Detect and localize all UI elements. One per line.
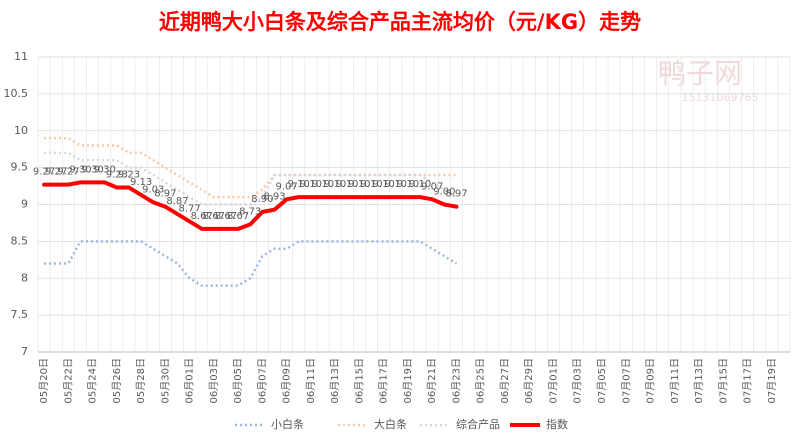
data-label: 9.10 [300,179,322,190]
x-tick-label: 06月13日 [329,358,341,403]
data-label: 9.27 [57,167,79,178]
data-label: 9.10 [360,179,382,190]
x-tick-label: 05月26日 [111,358,123,403]
y-tick-label: 11 [14,50,28,63]
x-tick-label: 07月03日 [572,358,584,403]
data-label: 9.10 [348,179,370,190]
data-label: 8.77 [178,203,200,214]
data-label: 9.10 [373,179,395,190]
data-label: 9.30 [81,164,103,175]
x-tick-label: 07月01日 [547,358,559,403]
y-tick-label: 7.5 [11,308,29,321]
x-tick-label: 06月07日 [256,358,268,403]
data-label: 9.10 [397,179,419,190]
legend-label: 小白条 [271,417,304,431]
x-tick-label: 06月27日 [499,358,511,403]
x-tick-label: 06月03日 [208,358,220,403]
x-tick-label: 06月19日 [402,358,414,403]
y-tick-label: 10.5 [4,87,29,100]
x-tick-label: 05月24日 [87,358,99,403]
legend-label: 大白条 [374,417,407,431]
data-label: 9.10 [312,179,334,190]
x-tick-label: 07月13日 [693,358,705,403]
data-label: 8.67 [203,211,225,222]
y-tick-label: 9.5 [11,161,29,174]
data-label: 9.00 [433,187,455,198]
y-tick-label: 8 [21,271,28,284]
data-label: 9.27 [33,167,55,178]
series-line [44,151,458,206]
data-label: 9.30 [69,164,91,175]
data-label: 8.97 [445,189,467,200]
data-label: 8.67 [191,211,213,222]
x-tick-label: 07月09日 [645,358,657,403]
data-label: 9.23 [118,170,140,181]
x-tick-label: 06月23日 [450,358,462,403]
x-tick-label: 05月30日 [159,358,171,403]
data-label: 9.07 [276,181,298,192]
data-label: 9.10 [336,179,358,190]
x-tick-label: 06月09日 [281,358,293,403]
data-label: 9.10 [288,179,310,190]
series-line [44,136,457,199]
data-label: 8.97 [154,189,176,200]
y-tick-label: 7 [21,345,28,358]
x-tick-label: 06月05日 [232,358,244,403]
x-tick-label: 07月07日 [620,358,632,403]
x-tick-label: 06月29日 [523,358,535,403]
data-label: 8.90 [251,194,273,205]
x-tick-label: 06月17日 [378,358,390,403]
x-tick-label: 07月11日 [669,358,681,403]
x-tick-label: 07月19日 [766,358,778,403]
legend-label: 指数 [546,417,568,431]
x-tick-label: 05月22日 [62,358,74,403]
x-tick-label: 06月01日 [184,358,196,403]
x-tick-label: 06月25日 [475,358,487,403]
data-label: 8.67 [215,211,237,222]
series-line [42,180,459,231]
x-tick-label: 05月20日 [38,358,50,403]
legend-label: 综合产品 [456,417,500,431]
data-label: 9.10 [324,179,346,190]
data-label: 9.23 [106,170,128,181]
data-label: 9.07 [421,181,443,192]
data-label: 9.10 [409,179,431,190]
data-label: 8.67 [227,211,249,222]
data-label: 9.03 [142,184,164,195]
series-line [44,240,458,287]
data-label: 9.27 [45,167,67,178]
data-label: 9.13 [130,177,152,188]
data-label: 9.10 [385,179,407,190]
y-tick-label: 8.5 [11,234,29,247]
watermark: 鸭子网 [658,57,742,90]
data-label: 9.30 [94,164,116,175]
x-tick-label: 06月11日 [305,358,317,403]
x-tick-label: 07月15日 [717,358,729,403]
x-tick-label: 07月17日 [742,358,754,403]
x-tick-label: 06月21日 [426,358,438,403]
data-label: 8.93 [263,192,285,203]
data-label: 8.73 [239,206,261,217]
x-tick-label: 05月28日 [135,358,147,403]
y-tick-label: 10 [14,124,28,137]
x-tick-label: 07月05日 [596,358,608,403]
chart-title: 近期鸭大小白条及综合产品主流均价（元/KG）走势 [159,10,641,34]
y-tick-label: 9 [21,198,28,211]
x-tick-label: 06月15日 [353,358,365,403]
data-label: 8.87 [166,196,188,207]
